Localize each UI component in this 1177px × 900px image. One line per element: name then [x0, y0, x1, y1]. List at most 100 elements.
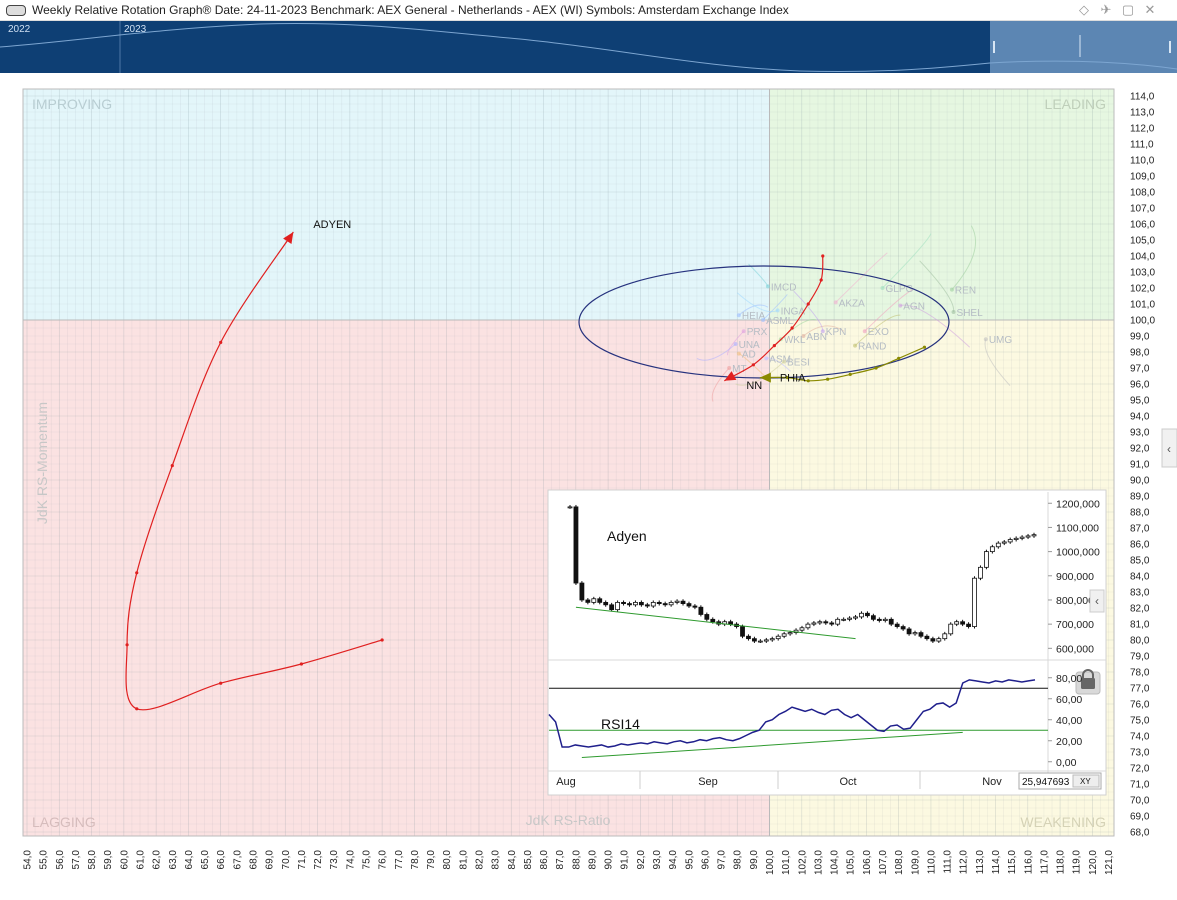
- pin-icon[interactable]: ✈: [1100, 2, 1112, 17]
- series-point[interactable]: [897, 356, 901, 360]
- candle-body: [1007, 539, 1013, 543]
- x-tick-label: 104,0: [830, 850, 841, 875]
- series-head-arrow[interactable]: [283, 232, 294, 244]
- diamond-icon[interactable]: ◇: [1079, 2, 1089, 17]
- x-tick-label: 54,0: [23, 850, 34, 870]
- candle-body: [746, 635, 751, 640]
- x-tick-label: 108,0: [894, 850, 905, 875]
- x-tick-label: 94,0: [668, 850, 679, 870]
- series-point[interactable]: [299, 662, 304, 666]
- x-tick-label: 96,0: [700, 850, 711, 870]
- faded-tail: [984, 339, 1011, 386]
- close-icon[interactable]: ✕: [1144, 2, 1156, 17]
- series-point[interactable]: [135, 707, 139, 711]
- y-tick-label: 92,0: [1130, 444, 1150, 455]
- x-tick-label: 70,0: [281, 850, 292, 870]
- candle-body: [650, 601, 656, 607]
- faded-tail: [735, 361, 785, 386]
- candle-body: [591, 598, 597, 603]
- series-point[interactable]: [874, 366, 878, 370]
- rsi-tick-label: 60,00: [1056, 694, 1082, 706]
- x-tick-label: 120,0: [1088, 850, 1099, 875]
- series-point[interactable]: [790, 326, 794, 330]
- x-tick-label: 60,0: [119, 850, 130, 870]
- series-point[interactable]: [819, 278, 823, 282]
- series-point[interactable]: [380, 638, 384, 642]
- faded-head: [949, 287, 954, 292]
- y-tick-label: 103,0: [1130, 268, 1155, 279]
- xy-button-label: XY: [1080, 777, 1091, 786]
- x-tick-label: 66,0: [216, 850, 227, 870]
- candle-body: [978, 566, 983, 579]
- rsi-trendline: [581, 731, 963, 759]
- candle-body: [704, 614, 710, 620]
- candle-body: [811, 622, 817, 625]
- series-head-arrow[interactable]: [759, 372, 771, 383]
- plot-frame: [22, 88, 1115, 837]
- restore-icon[interactable]: ▢: [1121, 2, 1135, 17]
- series-point[interactable]: [821, 254, 825, 258]
- candle-body: [573, 506, 579, 584]
- faded-tail: [711, 367, 730, 402]
- series-point[interactable]: [135, 571, 139, 575]
- series-head-arrow[interactable]: [724, 371, 737, 381]
- inset-collapse-button[interactable]: ‹: [1089, 589, 1105, 613]
- candle-body: [823, 621, 829, 624]
- candle-body: [757, 640, 763, 643]
- faded-symbol-label: AGN: [903, 302, 925, 313]
- faded-head: [761, 318, 766, 322]
- series-point[interactable]: [219, 681, 223, 685]
- series-phia[interactable]: PHIA: [759, 345, 927, 385]
- x-tick-label: 106,0: [862, 850, 873, 875]
- month-label: Sep: [698, 776, 718, 788]
- candle-body: [668, 601, 674, 606]
- candle-body: [900, 626, 906, 630]
- y-tick-label: 109,0: [1130, 172, 1155, 183]
- series-point[interactable]: [785, 376, 789, 380]
- x-tick-label: 89,0: [587, 850, 598, 870]
- x-tick-label: 79,0: [426, 850, 437, 870]
- faded-symbol-label: SHEL: [957, 308, 984, 319]
- faded-head: [951, 310, 956, 314]
- series-adyen[interactable]: ADYEN: [125, 219, 384, 711]
- x-tick-label: 78,0: [410, 850, 421, 870]
- rrg-chart[interactable]: IMPROVING LEADING LAGGING WEAKENING JdK …: [0, 73, 1177, 895]
- faded-head: [880, 286, 885, 290]
- series-point[interactable]: [751, 363, 755, 367]
- faded-symbol-label: EXO: [868, 327, 889, 338]
- series-point[interactable]: [826, 377, 830, 381]
- navigator-window[interactable]: [990, 21, 1177, 73]
- series-point[interactable]: [806, 379, 810, 383]
- candle-body: [638, 601, 644, 606]
- candle-body: [1013, 537, 1019, 540]
- series-point[interactable]: [848, 372, 852, 376]
- crosshair-readout[interactable]: 25,947693 XY: [1018, 772, 1102, 790]
- y-axis-title: JdK RS-Momentum: [34, 402, 50, 524]
- faded-symbol-label: UMG: [989, 335, 1013, 346]
- faded-head: [736, 351, 741, 356]
- series-point[interactable]: [772, 344, 776, 348]
- lock-icon[interactable]: [1075, 669, 1101, 695]
- quadrant-label-weakening: WEAKENING: [1020, 814, 1106, 830]
- series-nn[interactable]: NN: [724, 254, 825, 392]
- candle-body: [579, 582, 585, 601]
- x-tick-label: 85,0: [523, 850, 534, 870]
- candle-body: [924, 635, 930, 640]
- faded-tail: [803, 325, 845, 337]
- side-panel-toggle[interactable]: ‹: [1161, 428, 1177, 468]
- faded-symbol-label: BESI: [787, 358, 810, 369]
- series-point[interactable]: [219, 340, 223, 344]
- rsi-tick-label: 40,00: [1056, 715, 1082, 727]
- series-point[interactable]: [806, 302, 810, 306]
- series-point[interactable]: [170, 464, 174, 468]
- faded-tail: [736, 292, 778, 313]
- x-tick-label: 76,0: [378, 850, 389, 870]
- candle-body: [805, 623, 811, 629]
- rsi-tick-label: 80,00: [1056, 673, 1082, 685]
- period-navigator[interactable]: 2022 2023: [0, 21, 1177, 73]
- xy-button[interactable]: [1072, 774, 1100, 788]
- series-point[interactable]: [922, 345, 927, 349]
- candle-body: [859, 612, 864, 618]
- series-point[interactable]: [125, 643, 129, 647]
- quadrant-leading: [769, 89, 1114, 320]
